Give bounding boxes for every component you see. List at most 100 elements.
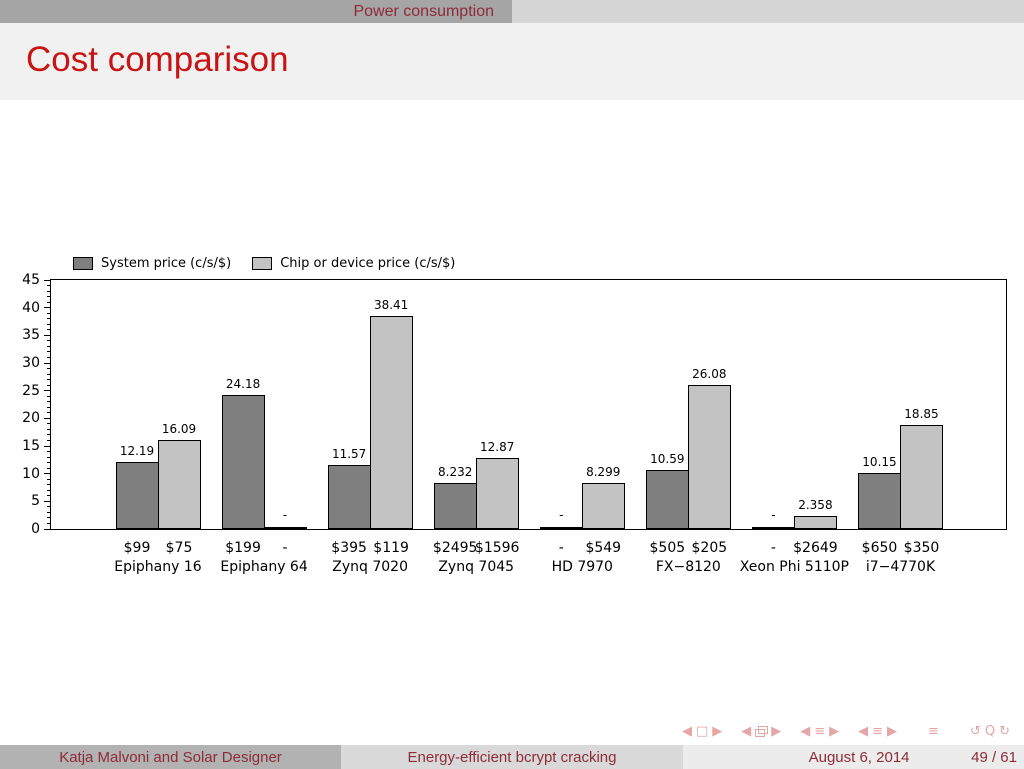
next-subsection-icon[interactable]: ▶ — [887, 724, 898, 739]
y-axis-minor-tick — [47, 484, 51, 486]
y-axis-major-tick — [44, 362, 51, 364]
nav-symbol-group: ◀ □ ▶ — [682, 725, 722, 739]
navigation-symbols: ◀ □ ▶ ◀ ▶ ◀ ≡ ▶ ◀ ≡ ▶ ≡ ↺ Q ↻ — [682, 725, 1010, 739]
footer-meta-cell: August 6, 2014 49 / 61 — [683, 745, 1024, 769]
price-label: $350 — [903, 540, 940, 556]
category-label: Zynq 7020 — [332, 559, 408, 575]
prev-frame-icon[interactable]: ◀ — [681, 724, 692, 739]
prev-subsection-icon[interactable]: ◀ — [858, 724, 869, 739]
section-label[interactable]: Power consumption — [353, 3, 494, 20]
navbar-subsection-cell — [512, 0, 1024, 23]
category-label: Zynq 7045 — [438, 559, 515, 575]
subsection-list-icon[interactable]: ≡ — [872, 724, 884, 739]
next-section-icon[interactable]: ▶ — [829, 724, 840, 739]
bar-value-label: - — [771, 508, 776, 522]
undo-icon[interactable]: ↺ — [969, 724, 981, 739]
nav-symbol-group: ◀ ≡ ▶ — [800, 725, 839, 739]
y-axis-minor-tick — [47, 351, 51, 353]
price-label: $395 — [331, 540, 367, 556]
last-frame-icon[interactable]: ≡ — [928, 724, 939, 739]
y-axis-minor-tick — [47, 384, 51, 386]
y-axis-major-tick — [44, 528, 51, 530]
system-price-bar — [327, 464, 371, 529]
category-label: HD 7970 — [551, 559, 613, 575]
frame-icon[interactable]: □ — [695, 724, 709, 739]
price-label: $119 — [373, 540, 409, 556]
y-axis-tick-label: 10 — [22, 465, 40, 482]
category-label: Xeon Phi 5110P — [739, 559, 849, 575]
y-axis-minor-tick — [47, 323, 51, 325]
chip-price-bar — [263, 527, 307, 529]
category-label: FX−8120 — [655, 559, 721, 575]
system-price-bar — [433, 483, 477, 529]
bar-value-label: 2.358 — [798, 497, 833, 512]
bar-group: 24.18 $199 - - Epiphany 64 — [220, 280, 307, 575]
footer-page-number: 49 / 61 — [971, 748, 1017, 766]
y-axis-tick-label: 30 — [22, 355, 40, 371]
footer-talk-title: Energy-efficient bcrypt cracking — [407, 748, 617, 766]
y-axis-major-tick — [44, 500, 51, 502]
bar-group: 12.19 $99 16.09 $75 Epiphany 16 — [114, 280, 201, 575]
y-axis-minor-tick — [47, 368, 51, 370]
bar-value-label: 16.09 — [161, 421, 197, 436]
bar-value-label: 12.19 — [119, 443, 155, 458]
frameset-icon[interactable] — [755, 726, 769, 737]
price-label: $75 — [165, 540, 193, 556]
system-price-bar — [645, 470, 689, 529]
prev-section-icon[interactable]: ◀ — [800, 724, 811, 739]
y-axis-major-tick — [44, 390, 51, 392]
y-axis-minor-tick — [47, 401, 51, 403]
bar-value-label: 10.15 — [862, 454, 897, 469]
y-axis-minor-tick — [47, 439, 51, 441]
y-axis-minor-tick — [47, 495, 51, 497]
y-axis-minor-tick — [47, 522, 51, 524]
bar-value-label: 8.299 — [586, 465, 621, 480]
price-label: $505 — [649, 540, 686, 556]
chip-price-bar — [369, 316, 413, 529]
bar-value-label: 24.18 — [225, 377, 261, 392]
nav-symbol-group: ◀ ≡ ▶ — [858, 725, 897, 739]
y-axis-minor-tick — [47, 423, 51, 425]
legend-label-chip-price: Chip or device price (c/s/$) — [280, 256, 456, 271]
bar-group: - - 2.358 $2649 Xeon Phi 5110P — [740, 280, 849, 575]
section-list-icon[interactable]: ≡ — [814, 724, 826, 739]
y-axis-minor-tick — [47, 312, 51, 314]
y-axis-major-tick — [44, 279, 51, 281]
y-axis-minor-tick — [47, 406, 51, 408]
legend-label-system-price: System price (c/s/$) — [101, 256, 232, 271]
category-label: Epiphany 16 — [114, 559, 202, 575]
footer-authors: Katja Malvoni and Solar Designer — [59, 748, 282, 766]
bar-group: 11.57 $395 38.41 $119 Zynq 7020 — [327, 280, 413, 575]
next-frame-icon[interactable]: ▶ — [712, 724, 723, 739]
search-icon[interactable]: Q — [984, 724, 996, 739]
y-axis-minor-tick — [47, 478, 51, 480]
price-label: $199 — [225, 540, 261, 556]
system-price-bar — [857, 472, 901, 529]
y-axis-minor-tick — [47, 395, 51, 397]
y-axis-major-tick — [44, 417, 51, 419]
legend-item-chip-price: Chip or device price (c/s/$) — [252, 256, 455, 271]
system-price-bar — [115, 461, 159, 529]
y-axis-major-tick — [44, 473, 51, 475]
y-axis-tick-label: 0 — [31, 521, 40, 537]
bar-group: 10.15 $650 18.85 $350 i7−4770K — [857, 280, 943, 575]
bar-value-label: 26.08 — [692, 366, 727, 381]
y-axis-minor-tick — [47, 511, 51, 513]
chip-price-bar — [899, 424, 943, 529]
y-axis-minor-tick — [47, 434, 51, 436]
y-axis-major-tick — [44, 334, 51, 336]
next-frameset-icon[interactable]: ▶ — [771, 724, 782, 739]
redo-icon[interactable]: ↻ — [999, 724, 1010, 739]
y-axis-minor-tick — [47, 451, 51, 453]
chip-price-bar — [157, 439, 201, 529]
chip-price-bar — [687, 384, 731, 529]
prev-frameset-icon[interactable]: ◀ — [741, 724, 752, 739]
legend-swatch-system-price — [73, 257, 93, 270]
y-axis-minor-tick — [47, 517, 51, 519]
y-axis-tick-label: 25 — [22, 382, 40, 399]
y-axis-minor-tick — [47, 467, 51, 469]
footer-talk-title-cell: Energy-efficient bcrypt cracking — [341, 745, 683, 769]
y-axis-minor-tick — [47, 329, 51, 331]
legend-swatch-chip-price — [252, 257, 273, 270]
